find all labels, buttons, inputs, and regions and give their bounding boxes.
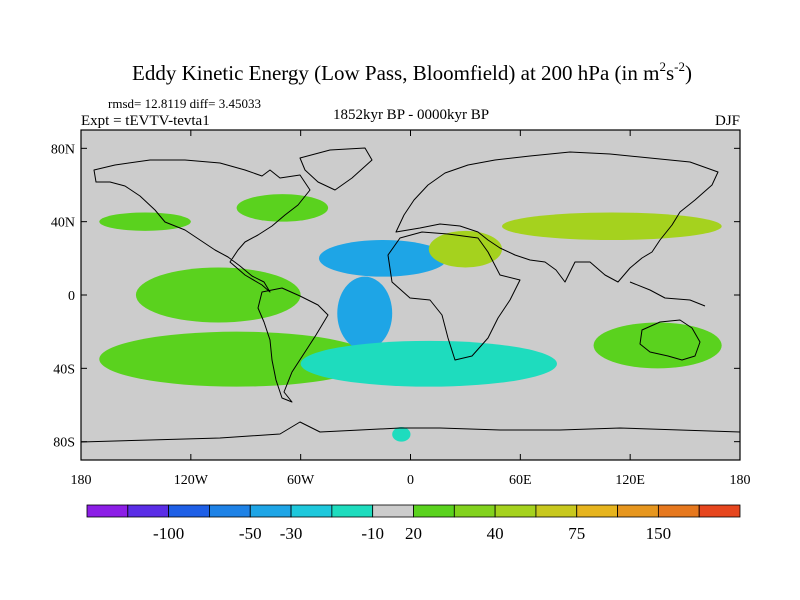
figure-title: Eddy Kinetic Energy (Low Pass, Bloomfiel… [132, 59, 692, 85]
colorbar-swatch [494, 504, 537, 518]
contour-region-1 [236, 194, 329, 222]
colorbar-swatch [657, 504, 700, 518]
africa-coast [387, 231, 521, 361]
colorbar-swatch [698, 504, 741, 518]
colorbar-swatch [413, 504, 455, 518]
colorbar-swatch [372, 504, 414, 518]
colorbar-label: -100 [153, 524, 184, 543]
antarctica-coast [81, 421, 740, 443]
lat-label: 40S [53, 362, 75, 377]
colorbar-swatch [453, 504, 496, 518]
colorbar-swatch [535, 504, 578, 518]
colorbar-label: 150 [646, 524, 672, 543]
period-label: 1852kyr BP - 0000kyr BP [333, 107, 489, 123]
lon-label: 120W [174, 473, 209, 488]
axis-ticks [80, 130, 741, 460]
longitude-labels: 180 120W 60W 0 60E 120E 180 [71, 473, 751, 488]
lat-label: 40N [51, 216, 75, 231]
lat-label: 0 [68, 289, 75, 304]
contour-region-12 [392, 427, 411, 442]
colorbar-swatch [331, 504, 374, 518]
colorbar-swatch [617, 504, 659, 518]
colorbar-labels: -100 -50 -30 -10 20 40 75 150 [153, 524, 671, 543]
lon-label: 60W [287, 473, 315, 488]
contour-region-9 [428, 230, 503, 268]
south-america-coast [257, 287, 329, 403]
map-field [81, 130, 740, 460]
contour-region-6 [318, 240, 448, 277]
contour-region-10 [502, 212, 722, 240]
contour-region-3 [135, 267, 301, 323]
colorbar-label: 40 [487, 524, 504, 543]
contour-region-5 [99, 331, 374, 387]
season-label: DJF [715, 113, 740, 129]
colorbar-swatch [249, 504, 292, 518]
colorbar-swatch [168, 504, 210, 518]
maritime-continent-coast [629, 281, 706, 307]
lon-label: 120E [615, 473, 645, 488]
colorbar [86, 504, 741, 518]
colorbar-swatch [576, 504, 618, 518]
lon-label: 0 [407, 473, 414, 488]
lon-label: 180 [730, 473, 751, 488]
lon-label: 60E [509, 473, 532, 488]
contour-region-8 [300, 340, 557, 387]
colorbar-swatch [86, 504, 129, 518]
colorbar-label: 20 [405, 524, 422, 543]
lon-label: 180 [71, 473, 92, 488]
contour-fills [99, 194, 722, 442]
experiment-label: Expt = tEVTV-tevta1 [81, 113, 210, 129]
north-america-coast [93, 159, 311, 293]
australia-coast [639, 319, 701, 361]
lat-label: 80S [53, 436, 75, 451]
colorbar-label: -50 [239, 524, 262, 543]
contour-region-11 [593, 322, 722, 369]
europe-asia-coast [395, 151, 719, 283]
colorbar-label: 75 [568, 524, 585, 543]
colorbar-label: -10 [361, 524, 384, 543]
latitude-labels: 80N 40N 0 40S 80S [51, 142, 75, 450]
greenland-coast [299, 147, 373, 191]
contour-region-0 [99, 212, 191, 231]
lat-label: 80N [51, 142, 75, 157]
stats-label: rmsd= 12.8119 diff= 3.45033 [108, 96, 261, 111]
colorbar-label: -30 [280, 524, 303, 543]
coastlines [81, 147, 740, 443]
colorbar-swatch [290, 504, 333, 518]
colorbar-swatch [209, 504, 251, 518]
contour-region-7 [337, 276, 393, 351]
colorbar-swatch [127, 504, 170, 518]
